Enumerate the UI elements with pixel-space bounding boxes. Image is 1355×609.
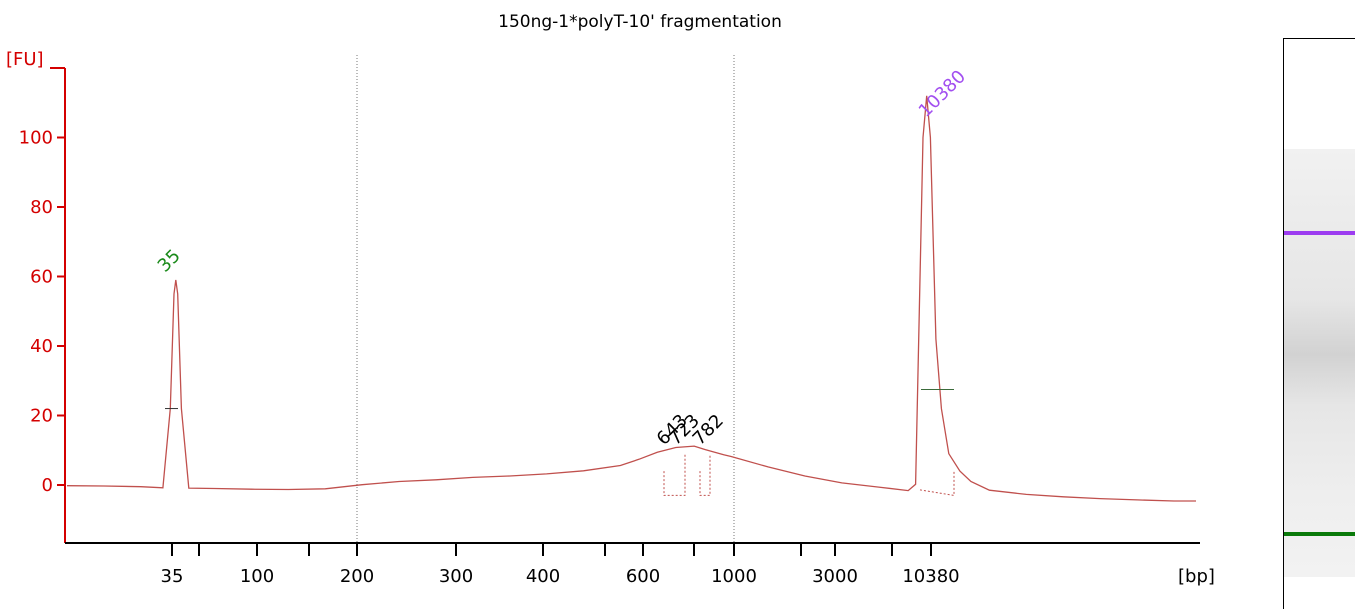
peak-10380-baseline [919, 471, 955, 497]
y-tick-label: 40 [30, 336, 53, 357]
peak-label-10380: 10380 [915, 66, 970, 121]
gel-lane [1284, 149, 1355, 577]
axes [50, 67, 1200, 544]
chart-title: 150ng-1*polyT-10' fragmentation [498, 12, 782, 32]
y-tick-label: 60 [30, 267, 53, 288]
trace-line [66, 95, 1196, 502]
x-tick-label: 10380 [902, 566, 959, 587]
x-tick-label: 35 [161, 566, 184, 587]
lower-marker-band [1284, 532, 1355, 536]
peak-region-marker [699, 453, 711, 496]
y-tick-label: 80 [30, 197, 53, 218]
x-tick-label: 200 [340, 566, 374, 587]
x-tick-label: 1000 [711, 566, 757, 587]
peak-region-marker [663, 453, 686, 496]
gridlines [356, 55, 735, 543]
x-ticks: 35 100 200 300 400 600 1000 3000 10380 [161, 543, 960, 587]
x-tick-label: 3000 [812, 566, 858, 587]
x-axis-unit: [bp] [1178, 566, 1215, 587]
x-tick-label: 600 [626, 566, 660, 587]
gel-image [1283, 38, 1355, 609]
electropherogram-chart: 150ng-1*polyT-10' fragmentation [FU] [bp… [6, 12, 1215, 587]
trace [66, 95, 1196, 502]
peak-label-35: 35 [154, 245, 185, 276]
y-ticks: 0 20 40 60 80 100 [19, 128, 65, 496]
x-tick-label: 100 [240, 566, 274, 587]
x-tick-label: 400 [526, 566, 560, 587]
y-axis-unit: [FU] [6, 49, 44, 70]
x-tick-label: 300 [439, 566, 473, 587]
y-tick-label: 0 [42, 475, 53, 496]
y-tick-label: 20 [30, 406, 53, 427]
upper-marker-band [1284, 231, 1355, 235]
y-tick-label: 100 [19, 128, 53, 149]
